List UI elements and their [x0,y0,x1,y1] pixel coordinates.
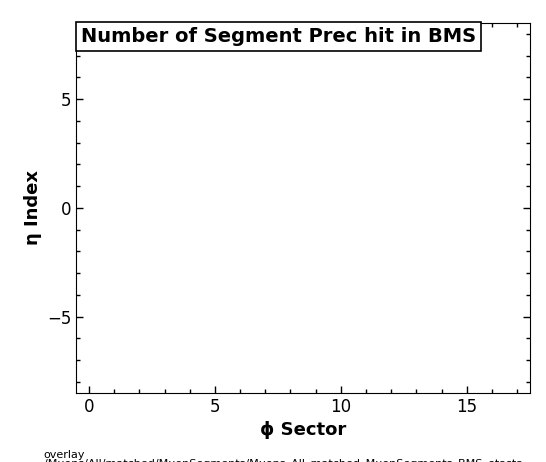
Text: overlay: overlay [44,450,85,460]
X-axis label: ϕ Sector: ϕ Sector [260,421,346,439]
Y-axis label: η Index: η Index [23,170,41,245]
Text: Number of Segment Prec hit in BMS: Number of Segment Prec hit in BMS [81,27,476,46]
Text: /Muons/All/matched/MuonSegments/Muons_All_matched_MuonSegments_BMS_etasta: /Muons/All/matched/MuonSegments/Muons_Al… [44,458,523,462]
